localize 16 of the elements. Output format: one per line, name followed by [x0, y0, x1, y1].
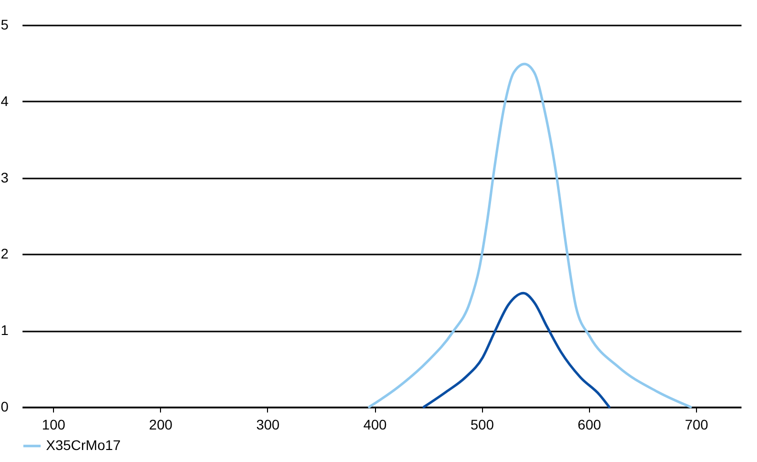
line-series [368, 62, 692, 408]
y-tick-label: 2 [0, 246, 9, 262]
x-tick-label: 200 [149, 416, 173, 432]
line-series [422, 292, 610, 408]
y-tick-label: 1 [0, 322, 9, 338]
y-tick-label: 4 [0, 92, 9, 109]
legend-label: X35CrMo17 [46, 437, 121, 453]
x-tick-label: 400 [363, 416, 387, 432]
x-tick-label: 600 [578, 416, 602, 432]
x-tick-label: 100 [42, 416, 66, 432]
x-tick-label: 300 [256, 416, 280, 432]
y-tick-label: 5 [0, 16, 9, 32]
x-tick-label: 700 [684, 416, 708, 432]
y-tick-label: 3 [0, 169, 9, 186]
y-tick-label: 0 [0, 398, 9, 414]
x-tick-label: 500 [470, 416, 494, 432]
